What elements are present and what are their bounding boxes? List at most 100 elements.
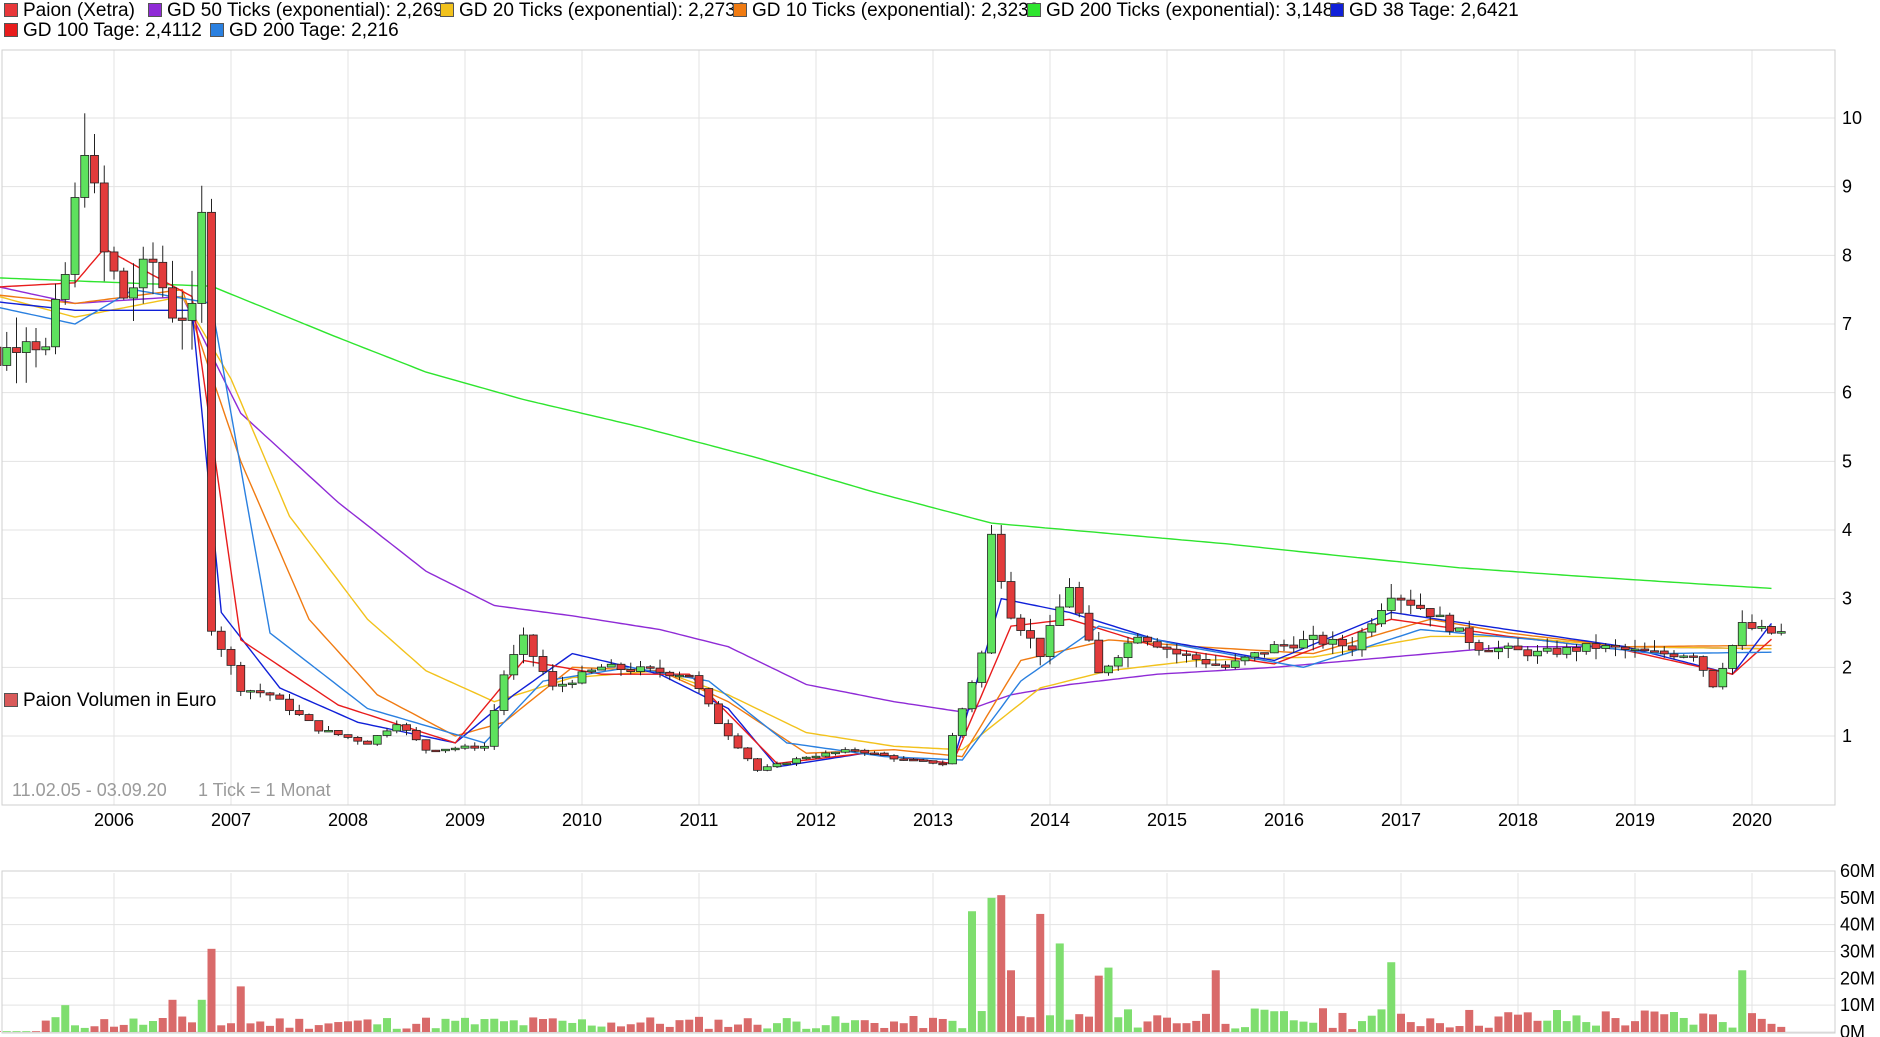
volume-bar: [1172, 1023, 1181, 1032]
candle-body: [1513, 645, 1523, 651]
candle-body: [714, 703, 723, 725]
volume-bar: [431, 1028, 440, 1032]
y-tick-label: 2: [1842, 657, 1852, 677]
candle-body: [1289, 644, 1299, 649]
candle-body: [889, 755, 899, 760]
volume-bar: [1582, 1022, 1591, 1032]
volume-bar: [656, 1023, 664, 1032]
price-plot-frame: [1, 49, 1836, 806]
volume-bar: [32, 1031, 40, 1032]
candle-body: [1552, 647, 1562, 655]
volume-bar: [61, 1005, 70, 1032]
candle-body: [2, 347, 12, 366]
candle-body: [275, 694, 285, 700]
candle-body: [538, 656, 548, 672]
candle-body: [1474, 642, 1484, 651]
candle-body: [168, 287, 177, 319]
candle-body: [148, 258, 158, 263]
volume-bar: [1358, 1021, 1366, 1032]
volume-bar: [1416, 1026, 1425, 1032]
x-tick-label: 2017: [1381, 810, 1421, 830]
volume-bar: [1328, 1027, 1337, 1032]
candle-body: [304, 714, 314, 722]
y-tick-label: 3: [1842, 589, 1852, 609]
volume-bar: [695, 1016, 703, 1032]
candle-body: [138, 258, 148, 289]
volume-bar: [1250, 1008, 1259, 1032]
volume-bar: [1465, 1009, 1474, 1032]
candle-body: [704, 688, 714, 705]
volume-bar: [119, 1024, 128, 1032]
volume-bar: [1611, 1018, 1620, 1032]
volume-bar: [1260, 1009, 1269, 1032]
candle-body: [1611, 645, 1620, 648]
volume-bar: [1241, 1027, 1249, 1032]
volume-bar: [22, 1031, 31, 1032]
y-tick-label: 4: [1842, 520, 1852, 540]
candle-body: [782, 762, 792, 766]
volume-bar: [1016, 1016, 1025, 1032]
volume-bar: [373, 1024, 382, 1032]
volume-bar: [880, 1027, 889, 1032]
volume-bar: [227, 1023, 235, 1032]
volume-grid: [1, 870, 1836, 1034]
candle-body: [1367, 623, 1377, 633]
x-tick-label: 2014: [1030, 810, 1070, 830]
candle-body: [1211, 663, 1221, 666]
volume-bar: [1689, 1024, 1698, 1032]
y-tick-label: 10: [1842, 108, 1862, 128]
volume-bar: [1699, 1013, 1708, 1032]
volume-bar: [1153, 1015, 1162, 1032]
volume-bar: [178, 1016, 187, 1032]
volume-bar: [1270, 1011, 1279, 1032]
volume-bar: [1338, 1012, 1347, 1032]
volume-bar: [802, 1028, 811, 1032]
y-tick-label: 6: [1842, 383, 1852, 403]
volume-bar: [363, 1019, 372, 1032]
candle-body: [636, 666, 645, 672]
volume-bar: [1036, 913, 1045, 1032]
volume-bar: [597, 1026, 606, 1032]
candle-body: [675, 674, 684, 678]
candle-body: [1406, 599, 1416, 606]
candle-body: [1299, 639, 1308, 649]
candle-body: [1572, 647, 1581, 652]
y-tick-label: 40M: [1840, 915, 1875, 935]
volume-bar: [1055, 943, 1064, 1032]
volume-bar: [529, 1017, 538, 1032]
ma-line: [0, 288, 1772, 761]
date-range-label: 11.02.05 - 03.09.20: [12, 780, 167, 800]
volume-bar: [607, 1022, 616, 1032]
candle-body: [207, 211, 216, 632]
volume-bar: [256, 1021, 265, 1032]
candle-body: [1357, 631, 1367, 651]
candle-body: [626, 669, 636, 672]
y-tick-label: 1: [1842, 726, 1852, 746]
candle-body: [129, 287, 138, 299]
candle-body: [1006, 581, 1016, 619]
volume-bar: [1504, 1012, 1513, 1032]
volume-bar: [422, 1017, 430, 1032]
volume-bar: [1640, 1010, 1649, 1032]
candle-body: [119, 270, 129, 299]
volume-bar: [344, 1021, 352, 1032]
volume-bar: [1319, 1008, 1327, 1032]
candle-body: [255, 690, 265, 694]
candle-body: [177, 317, 187, 321]
candle-body: [587, 669, 597, 673]
candle-body: [801, 756, 811, 760]
volume-bar: [812, 1028, 820, 1032]
volume-bar: [1445, 1027, 1454, 1032]
candle-body: [1113, 657, 1123, 667]
legend-item-gd10: GD 10 Ticks (exponential): 2,3232: [733, 0, 1039, 22]
x-tick-label: 2019: [1615, 810, 1655, 830]
volume-bar: [821, 1025, 830, 1032]
volume-bar: [266, 1025, 274, 1032]
volume-bar: [217, 1025, 226, 1032]
volume-bar: [71, 1025, 79, 1032]
candle-body: [879, 752, 889, 756]
candle-body: [402, 724, 411, 731]
y-tick-label: 5: [1842, 451, 1852, 471]
candle-body: [977, 652, 987, 683]
candle-body: [392, 724, 402, 732]
